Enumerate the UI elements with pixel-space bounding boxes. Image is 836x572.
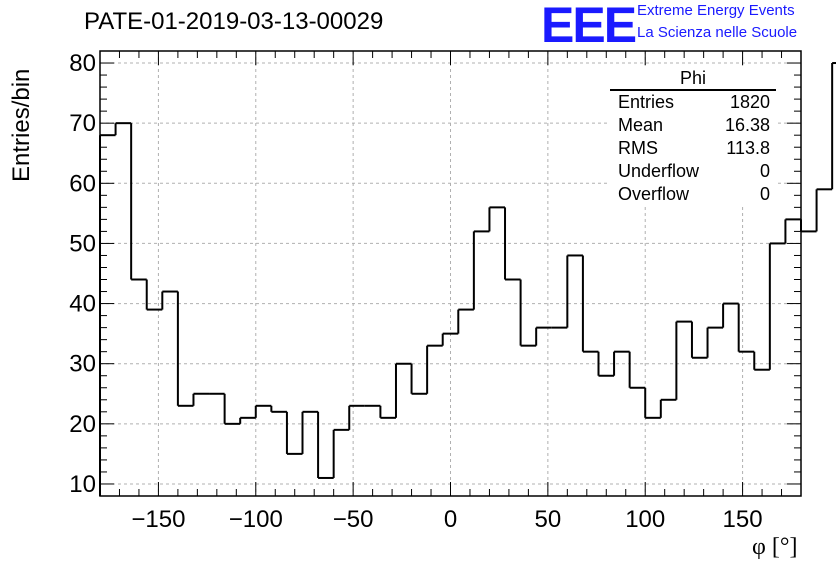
stats-row-rms: RMS 113.8 (610, 137, 776, 160)
logo-line-2: La Scienza nelle Scuole (637, 24, 798, 41)
eee-logo: EEE (541, 0, 637, 53)
y-tick-label: 20 (69, 411, 96, 438)
y-tick-label: 80 (69, 50, 96, 77)
stats-value: 1820 (729, 92, 770, 112)
y-axis-label: Entries/bin (8, 68, 35, 182)
stats-box: Phi Entries 1820 Mean 16.38 RMS 113.8 Un… (610, 68, 776, 206)
x-tick-label: −100 (229, 506, 283, 533)
x-tick-label: 50 (535, 506, 562, 533)
stats-label: Entries (618, 92, 675, 112)
y-tick-label: 40 (69, 291, 96, 318)
histogram-title: PATE-01-2019-03-13-00029 (84, 8, 384, 35)
stats-label: Overflow (618, 184, 690, 204)
stats-row-entries: Entries 1820 (610, 91, 776, 114)
y-tick-label: 30 (69, 351, 96, 378)
y-tick-label: 60 (69, 170, 96, 197)
x-axis-label: φ [°] (752, 534, 798, 560)
stats-value: 0 (759, 161, 770, 181)
y-tick-label: 70 (69, 110, 96, 137)
stats-value: 113.8 (726, 138, 770, 158)
stats-row-underflow: Underflow 0 (610, 160, 776, 183)
stats-row-mean: Mean 16.38 (610, 114, 776, 137)
stats-label: Mean (618, 115, 664, 135)
x-tick-label: 150 (723, 506, 763, 533)
stats-label: RMS (618, 138, 658, 158)
stats-label: Underflow (618, 161, 700, 181)
stats-name: Phi (610, 68, 776, 91)
x-tick-label: 0 (444, 506, 457, 533)
x-tick-label: −150 (131, 506, 185, 533)
x-tick-label: −50 (333, 506, 374, 533)
stats-value: 0 (759, 184, 770, 204)
x-tick-label: 100 (625, 506, 665, 533)
y-tick-label: 50 (69, 230, 96, 257)
logo-line-1: Extreme Energy Events (637, 2, 795, 19)
stats-value: 16.38 (724, 115, 770, 135)
y-tick-label: 10 (69, 471, 96, 498)
stats-row-overflow: Overflow 0 (610, 183, 776, 206)
